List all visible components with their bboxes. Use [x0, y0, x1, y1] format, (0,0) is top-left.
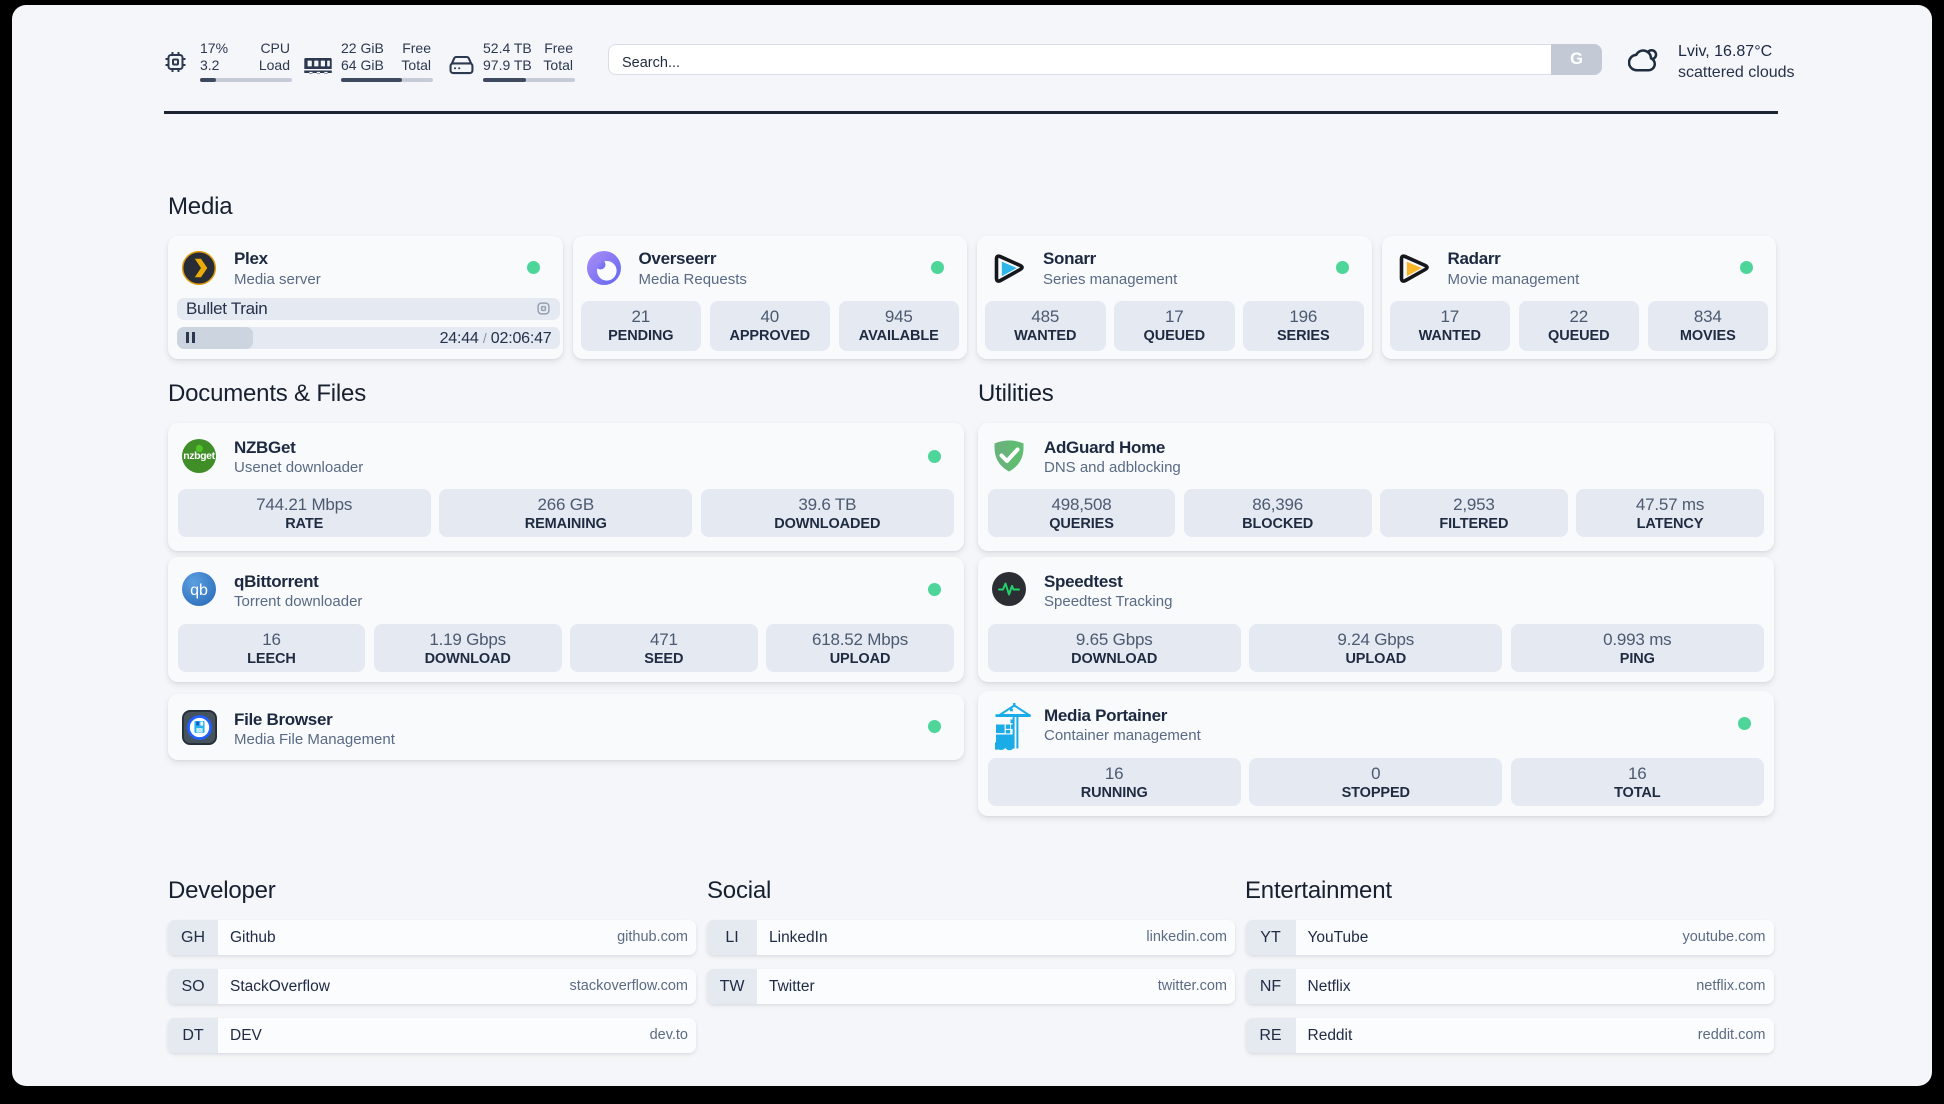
svg-text:qb: qb: [190, 582, 208, 599]
